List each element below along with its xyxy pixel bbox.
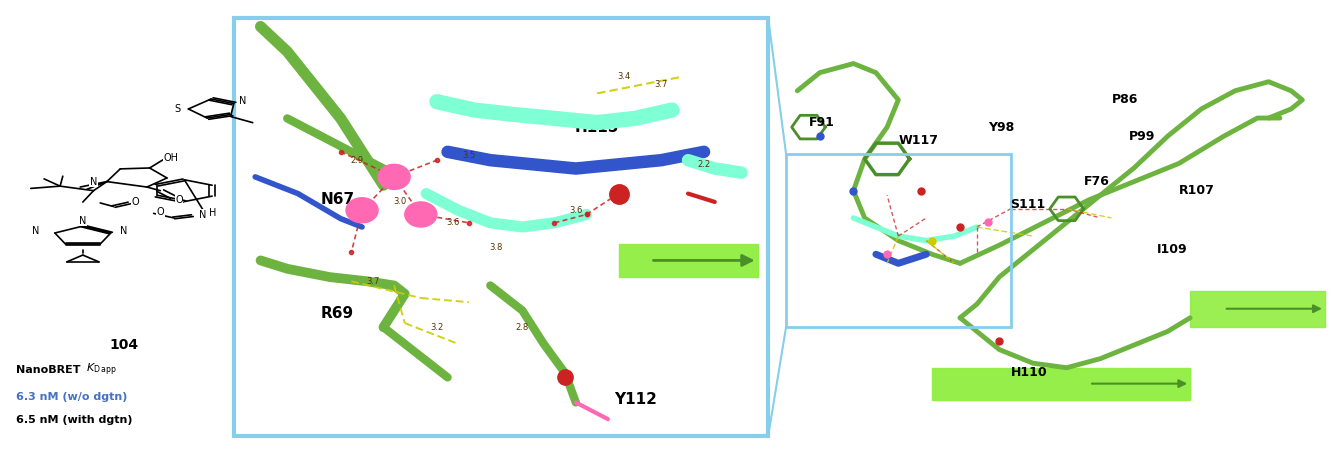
Text: N67: N67 bbox=[321, 192, 355, 207]
Text: 3.7: 3.7 bbox=[655, 80, 668, 89]
Text: 3.5: 3.5 bbox=[462, 152, 476, 161]
Text: N: N bbox=[120, 226, 128, 236]
Text: NanoBRET: NanoBRET bbox=[16, 365, 84, 375]
Text: N: N bbox=[32, 226, 40, 236]
FancyBboxPatch shape bbox=[234, 18, 768, 436]
Text: OH: OH bbox=[163, 153, 179, 163]
Text: P86: P86 bbox=[1112, 94, 1138, 106]
Text: S: S bbox=[175, 104, 180, 114]
Text: 3.0: 3.0 bbox=[393, 197, 406, 207]
Text: H110: H110 bbox=[1010, 366, 1047, 379]
Text: O: O bbox=[175, 195, 183, 205]
Text: S111: S111 bbox=[1010, 198, 1046, 211]
Text: N: N bbox=[79, 216, 87, 226]
Circle shape bbox=[378, 164, 410, 189]
Text: R107: R107 bbox=[1178, 184, 1214, 197]
Text: W117: W117 bbox=[898, 134, 938, 147]
Text: 3.8: 3.8 bbox=[489, 243, 502, 252]
Circle shape bbox=[346, 198, 378, 223]
Text: Y98: Y98 bbox=[989, 121, 1014, 133]
Text: 3.4: 3.4 bbox=[617, 72, 631, 81]
Text: 3.2: 3.2 bbox=[430, 323, 444, 332]
Text: O: O bbox=[131, 197, 139, 207]
Text: 2.8: 2.8 bbox=[516, 323, 529, 332]
Text: 3.6: 3.6 bbox=[569, 206, 582, 215]
Text: 6.3 nM (w/o dgtn): 6.3 nM (w/o dgtn) bbox=[16, 392, 127, 402]
Text: 2.9: 2.9 bbox=[350, 156, 363, 165]
Text: 2.2: 2.2 bbox=[697, 160, 711, 169]
Circle shape bbox=[405, 202, 437, 227]
Text: 104: 104 bbox=[110, 338, 139, 352]
Text: 3.7: 3.7 bbox=[366, 277, 379, 286]
Text: N: N bbox=[199, 210, 207, 220]
Text: 3.6: 3.6 bbox=[446, 218, 460, 227]
Text: N: N bbox=[239, 96, 247, 106]
Text: H: H bbox=[208, 208, 216, 218]
Text: P99: P99 bbox=[1129, 130, 1154, 143]
Text: F91: F91 bbox=[808, 116, 835, 129]
Text: $K_\mathrm{D\,app}$: $K_\mathrm{D\,app}$ bbox=[86, 362, 116, 378]
Text: 6.5 nM (with dgtn): 6.5 nM (with dgtn) bbox=[16, 415, 132, 425]
Text: H115: H115 bbox=[574, 119, 619, 135]
Text: O: O bbox=[156, 207, 164, 217]
Text: F76: F76 bbox=[1083, 175, 1109, 188]
Text: Y112: Y112 bbox=[615, 392, 657, 407]
Text: R69: R69 bbox=[321, 306, 354, 321]
Text: I109: I109 bbox=[1157, 243, 1188, 256]
Text: N: N bbox=[90, 177, 98, 187]
